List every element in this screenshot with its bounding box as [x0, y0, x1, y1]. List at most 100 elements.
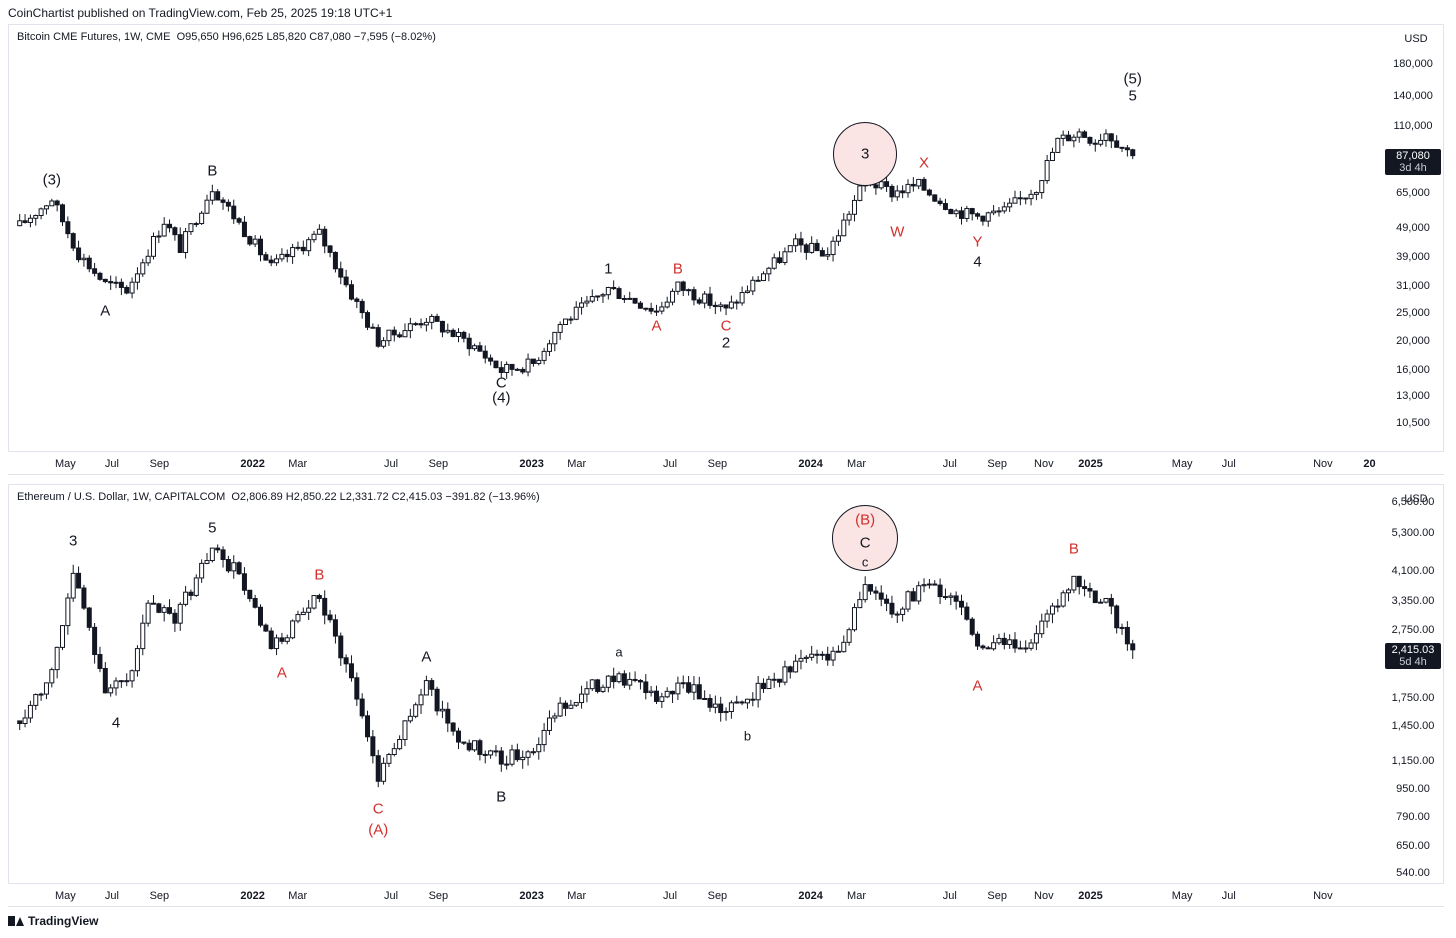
- btc-candle: [33, 214, 39, 226]
- eth-candle: [97, 646, 103, 673]
- eth-candle: [225, 555, 231, 574]
- eth-wave-label: A: [972, 677, 983, 695]
- eth-candle: [391, 742, 397, 757]
- eth-time-tick: Jul: [942, 890, 957, 902]
- btc-candle: [723, 304, 729, 316]
- eth-candle: [397, 735, 403, 751]
- eth-candle: [477, 738, 483, 761]
- btc-currency-label: USD: [1404, 33, 1428, 45]
- eth-candle: [563, 700, 569, 717]
- btc-last-price: 87,080: [1396, 149, 1430, 162]
- btc-candle: [402, 323, 408, 338]
- eth-candle: [354, 672, 360, 706]
- eth-candle: [1071, 575, 1077, 594]
- btc-candle: [54, 199, 60, 212]
- eth-candle: [632, 671, 638, 683]
- eth-candle: [905, 590, 911, 613]
- eth-candle: [675, 676, 681, 700]
- eth-candle: [183, 585, 189, 607]
- btc-candle: [514, 367, 520, 371]
- btc-candle: [199, 210, 205, 225]
- eth-candle: [637, 679, 643, 690]
- eth-candle: [381, 757, 387, 785]
- btc-candle: [696, 297, 702, 305]
- btc-candle: [809, 236, 815, 254]
- eth-candle: [1055, 598, 1061, 613]
- eth-currency-label: USD: [1404, 493, 1428, 505]
- eth-candle: [199, 559, 205, 583]
- btc-candle: [653, 304, 659, 316]
- eth-wave-label: a: [615, 644, 623, 660]
- eth-price-tick: 3,350.00: [1391, 594, 1435, 607]
- eth-price-tick: 540.00: [1396, 867, 1430, 880]
- eth-candle: [953, 591, 959, 610]
- btc-candle: [937, 197, 943, 206]
- footer-brand[interactable]: TradingView: [8, 914, 98, 928]
- eth-candle: [739, 700, 745, 706]
- btc-price-tick: 31,000: [1396, 280, 1430, 293]
- btc-time-tick: Jul: [383, 458, 399, 470]
- eth-candle: [65, 593, 71, 635]
- btc-candle: [1060, 130, 1066, 146]
- eth-candle: [220, 546, 226, 568]
- btc-candle: [504, 361, 510, 379]
- btc-candle: [343, 269, 349, 288]
- btc-candle: [258, 235, 264, 262]
- btc-candle: [70, 232, 76, 252]
- eth-time-tick: Jul: [104, 890, 119, 902]
- btc-chart-pane[interactable]: Bitcoin CME Futures, 1W, CME O95,650 H96…: [8, 24, 1444, 452]
- eth-bar-countdown: 5d 4h: [1399, 655, 1427, 668]
- btc-time-tick: Jul: [662, 458, 678, 470]
- eth-wave-label: 3: [69, 532, 78, 550]
- btc-candle: [568, 316, 574, 325]
- eth-price-tick: 6,500.00: [1391, 496, 1435, 509]
- btc-price-tick: 10,500: [1396, 416, 1430, 429]
- btc-candle: [595, 295, 601, 302]
- eth-candle: [1130, 639, 1136, 659]
- btc-candle: [365, 310, 371, 331]
- btc-candle: [124, 285, 130, 295]
- eth-candle: [461, 741, 467, 746]
- eth-candle: [659, 692, 665, 709]
- btc-candle: [766, 266, 772, 282]
- btc-wave-label: W: [890, 223, 905, 241]
- btc-candle: [739, 286, 745, 306]
- eth-candle: [231, 555, 237, 579]
- eth-candle: [980, 644, 986, 650]
- eth-candle: [327, 609, 333, 623]
- eth-wave-label: 5: [208, 519, 217, 537]
- btc-candle: [975, 212, 981, 220]
- btc-time-tick: Nov: [1313, 458, 1333, 470]
- btc-candle: [670, 288, 676, 306]
- btc-candle: [493, 360, 499, 369]
- btc-time-axis: May Jul Sep 2022 Mar Jul Sep 2023 Mar Jul Sep 2024 M…: [8, 452, 1444, 475]
- btc-candle: [477, 341, 483, 352]
- btc-candle: [921, 176, 927, 191]
- eth-candle: [621, 670, 627, 688]
- btc-title: Bitcoin CME Futures, 1W, CME: [17, 31, 171, 43]
- eth-wave-label: B: [1068, 540, 1079, 558]
- eth-price-tick: 650.00: [1396, 839, 1430, 852]
- btc-wave-label: (5): [1123, 70, 1142, 88]
- btc-candle: [851, 195, 857, 222]
- eth-candle: [1076, 575, 1082, 595]
- eth-candle: [252, 594, 258, 609]
- btc-candle: [161, 217, 167, 237]
- eth-candle: [755, 676, 761, 708]
- eth-candle: [643, 674, 649, 700]
- eth-chart-pane[interactable]: Ethereum / U.S. Dollar, 1W, CAPITALCOM O…: [8, 484, 1444, 884]
- eth-candle: [504, 755, 510, 770]
- btc-candle: [1017, 190, 1023, 206]
- btc-candle: [209, 184, 215, 205]
- eth-candle: [809, 645, 815, 661]
- btc-candle: [953, 208, 959, 218]
- btc-candle: [108, 275, 114, 290]
- eth-wave-label: c: [861, 554, 869, 570]
- btc-candle: [664, 296, 670, 309]
- eth-candles-svg: [17, 544, 1136, 788]
- eth-candle: [691, 676, 697, 700]
- eth-wave-label: C: [859, 534, 871, 552]
- eth-time-axis: May Jul Sep 2022 Mar Jul Sep 2023 Mar Jul Sep 2024 M…: [8, 884, 1444, 907]
- eth-price-tick: 1,750.00: [1391, 691, 1435, 704]
- btc-candle: [434, 313, 440, 322]
